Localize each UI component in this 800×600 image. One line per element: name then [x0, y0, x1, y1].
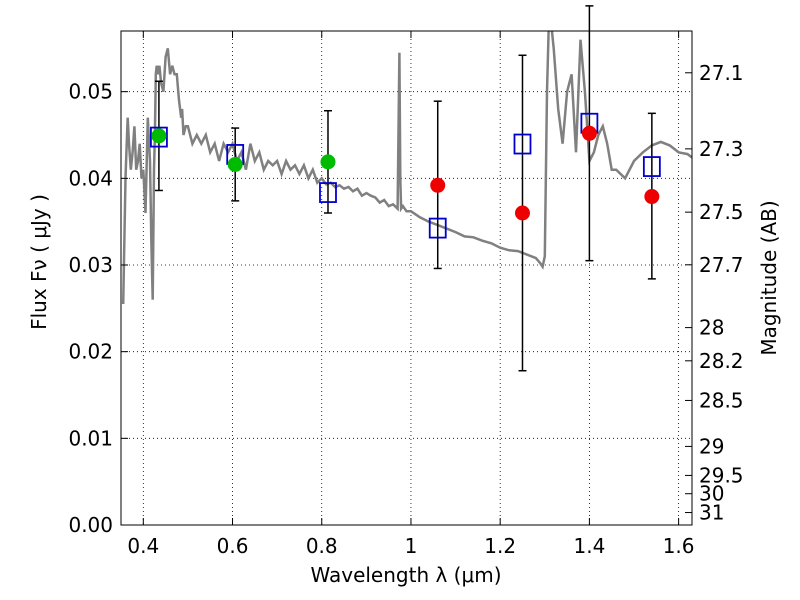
y2-tick-label: 31: [699, 501, 724, 525]
y2-tick-label: 28.2: [699, 349, 744, 373]
model-square-point: [428, 217, 447, 239]
observed-point-green: [320, 154, 336, 170]
y-tick-label: 0.02: [68, 340, 113, 364]
x-tick-label: 1.6: [663, 534, 695, 558]
y2-tick-label: 27.5: [699, 200, 744, 224]
y-tick-label: 0.05: [68, 80, 113, 104]
y2-tick-label: 28.5: [699, 388, 744, 412]
y-tick-label: 0.00: [68, 513, 113, 537]
y2-tick-label: 27.7: [699, 253, 744, 277]
marker-layer: [150, 5, 661, 372]
y2-tick-label: 29: [699, 434, 724, 458]
y2-tick-label: 29.5: [699, 463, 744, 487]
model-square-point: [642, 156, 661, 177]
y-axis-title: Flux Fν ( μJy ): [27, 194, 51, 330]
x-tick-label: 1.4: [573, 534, 605, 558]
x-axis-title: Wavelength λ (μm): [310, 563, 501, 587]
sed-model-line: [121, 31, 692, 305]
y-tick-label: 0.03: [68, 253, 113, 277]
model-square-point: [319, 182, 337, 203]
model-square-point: [513, 133, 532, 155]
x-tick-label: 1: [405, 534, 418, 558]
observed-point-red: [430, 177, 446, 193]
sed-model-layer: [121, 31, 692, 305]
model-square-point: [150, 126, 168, 148]
y-tick-label: 0.01: [68, 426, 113, 450]
observed-point-red: [581, 125, 597, 141]
y2-tick-label: 30: [699, 482, 724, 506]
ticks: 0.4 0.6 0.8 1 1.2 1.4 1.6 0.00 0.01 0.02 0.03 0.04 0…: [68, 31, 744, 558]
x-tick-label: 1.2: [484, 534, 516, 558]
y-tick-label: 0.04: [68, 166, 113, 190]
y2-axis-title: Magnitude (AB): [757, 200, 781, 355]
x-tick-label: 0.8: [306, 534, 338, 558]
observed-point-green: [151, 128, 167, 144]
observed-point-red: [644, 189, 660, 205]
y2-tick-label: 27.3: [699, 137, 744, 161]
observed-point-green: [227, 156, 243, 172]
observed-point-red: [514, 205, 530, 221]
y2-tick-label: 28: [699, 316, 724, 340]
plot-frame: [120, 30, 693, 526]
x-tick-label: 0.6: [217, 534, 249, 558]
x-tick-label: 0.4: [127, 534, 159, 558]
y2-tick-label: 27.1: [699, 61, 744, 85]
